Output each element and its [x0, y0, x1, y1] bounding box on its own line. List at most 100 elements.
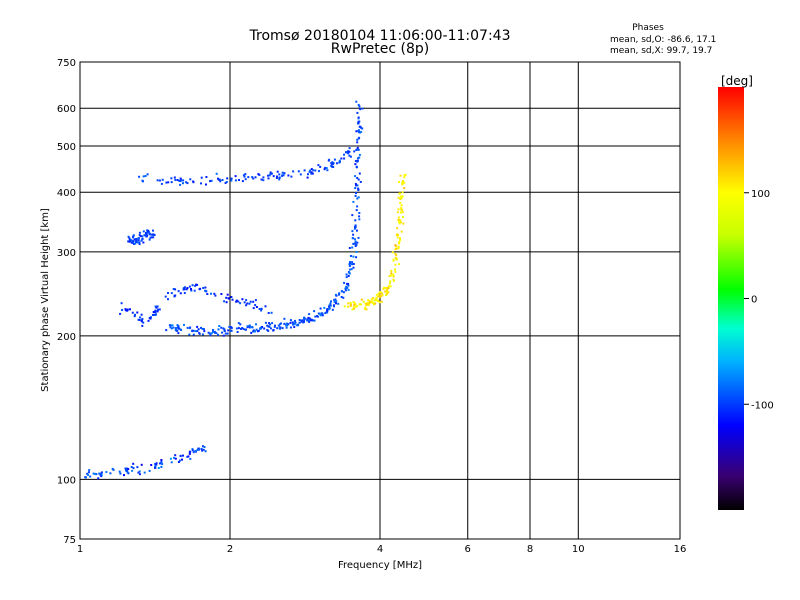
echo-point [192, 180, 195, 183]
echo-point [403, 176, 406, 179]
echo-point [342, 296, 345, 299]
echo-point [212, 329, 214, 331]
echo-point [270, 172, 273, 175]
echo-point [283, 322, 286, 325]
echo-point [349, 255, 352, 257]
echo-point [310, 319, 312, 322]
echo-point [354, 219, 357, 222]
echo-point [242, 328, 245, 330]
echo-point [351, 230, 354, 233]
echo-point [385, 294, 388, 296]
echo-point [314, 169, 317, 172]
y-tick-label: 200 [57, 332, 76, 343]
echo-point [388, 275, 391, 278]
echo-point [364, 308, 367, 310]
echo-point [309, 169, 312, 172]
echo-point [326, 169, 329, 172]
echo-point [337, 302, 340, 305]
echo-point [275, 177, 278, 179]
echo-point [294, 319, 296, 322]
echo-point [357, 189, 360, 192]
echo-point [347, 282, 350, 285]
echo-point [255, 323, 257, 326]
echo-point [119, 312, 122, 315]
echo-point [127, 472, 130, 475]
echo-point [358, 105, 361, 108]
echo-point [174, 329, 177, 331]
echo-point [353, 303, 356, 306]
echo-point [385, 292, 388, 295]
echo-point [217, 328, 220, 331]
echo-point [342, 291, 345, 294]
echo-point [357, 103, 360, 106]
echo-point [353, 227, 356, 230]
echo-point [225, 296, 228, 299]
echo-point [274, 324, 276, 327]
echo-point [390, 274, 393, 277]
colorbar [718, 87, 744, 510]
echo-point [131, 241, 134, 244]
echo-point [334, 293, 337, 296]
echo-point [329, 302, 332, 305]
echo-point [310, 172, 313, 175]
echo-point [142, 321, 145, 324]
echo-point [138, 243, 141, 246]
echo-point [285, 326, 288, 329]
echo-point [278, 323, 281, 326]
echo-point [194, 284, 197, 287]
echo-point [221, 331, 224, 334]
echo-point [129, 308, 131, 311]
echo-point [356, 184, 359, 187]
echo-point [138, 231, 141, 234]
echo-point [160, 459, 163, 461]
echo-point [188, 285, 191, 288]
echo-point [355, 184, 357, 187]
echo-point [283, 317, 286, 320]
echo-point [333, 300, 336, 303]
echo-point [95, 473, 98, 476]
echo-point [352, 263, 355, 265]
echo-point [397, 196, 400, 199]
echo-point [354, 224, 357, 227]
echo-point [204, 450, 207, 453]
echo-point [246, 302, 249, 305]
echo-point [230, 296, 233, 298]
echo-point [215, 172, 218, 175]
echo-point [252, 177, 255, 180]
x-tick-label: 2 [227, 544, 233, 555]
x-tick-label: 16 [674, 544, 687, 555]
echo-point [169, 324, 172, 327]
echo-point [270, 327, 272, 330]
echo-point [255, 306, 258, 308]
echo-point [154, 466, 156, 469]
echo-point [328, 304, 331, 307]
echo-point [222, 334, 225, 337]
echo-point [165, 329, 168, 332]
echo-point [278, 173, 281, 176]
echo-point [361, 107, 364, 110]
echo-point [133, 238, 136, 241]
echo-point [358, 156, 361, 159]
echo-point [155, 462, 158, 465]
echo-point [297, 170, 300, 173]
echo-point [192, 329, 195, 332]
echo-point [217, 178, 220, 181]
echo-point [387, 285, 390, 288]
echo-point [272, 175, 275, 178]
echo-point [348, 268, 351, 271]
echo-point [348, 247, 351, 249]
echo-point [219, 180, 222, 183]
echo-point [356, 141, 359, 144]
echo-point [140, 313, 143, 316]
echo-point [131, 311, 134, 314]
echo-point [237, 322, 240, 325]
echo-point [230, 179, 233, 182]
colorbar-tick-label: -100 [751, 400, 774, 411]
echo-point [392, 259, 395, 262]
colorbar-ticks: 100 0 -100 [744, 189, 774, 411]
echo-point [287, 174, 290, 177]
echo-point [269, 172, 272, 175]
echo-point [359, 180, 362, 183]
echo-point [132, 467, 135, 470]
echo-point [347, 150, 350, 153]
